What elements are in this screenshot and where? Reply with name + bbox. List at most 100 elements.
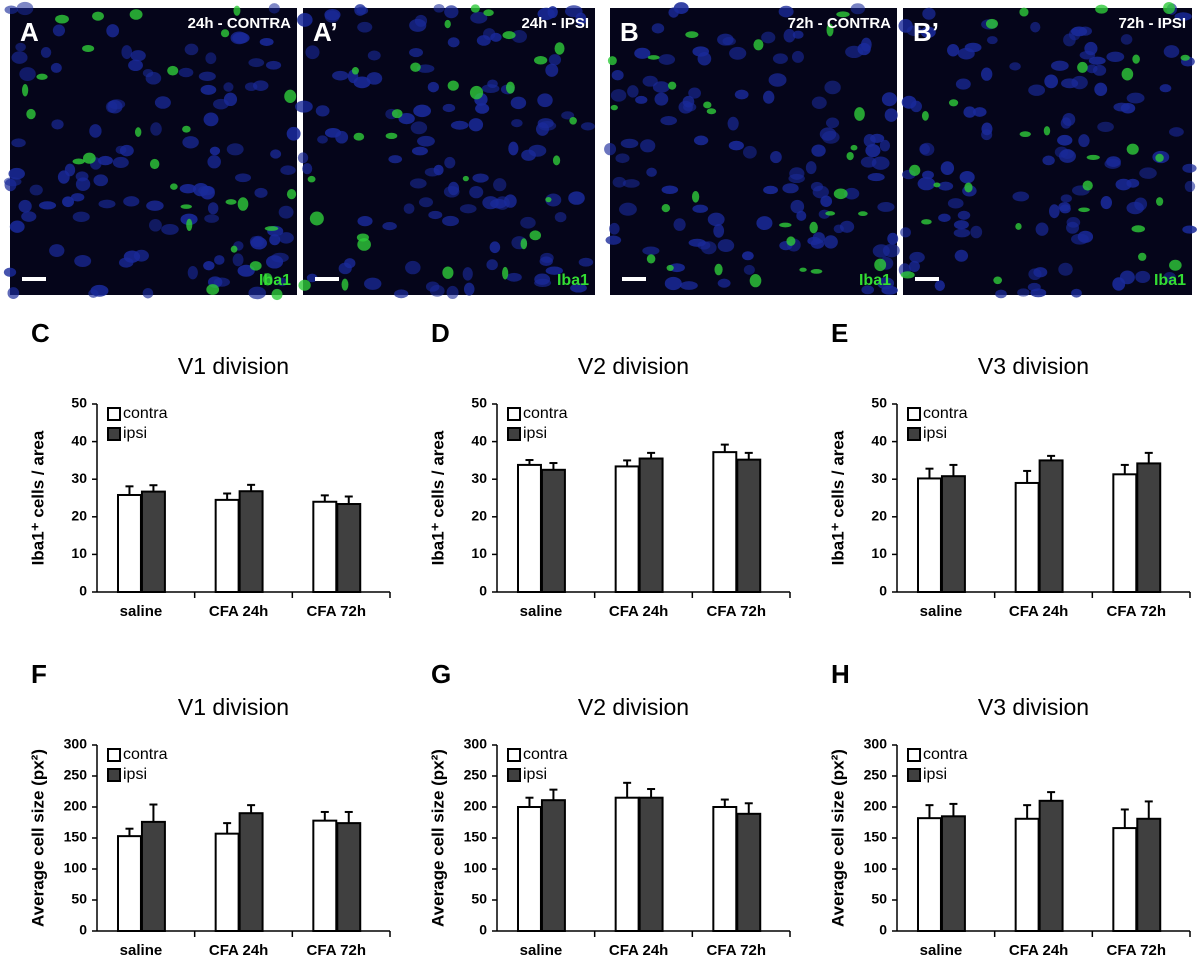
nucleus — [658, 54, 676, 65]
nucleus — [1051, 60, 1069, 71]
nucleus — [972, 107, 987, 117]
nucleus — [295, 100, 313, 113]
nucleus — [938, 181, 954, 191]
chart-title: V2 division — [578, 694, 689, 720]
nucleus — [1066, 221, 1080, 234]
condition-label: 72h - IPSI — [1118, 15, 1186, 32]
microglia — [341, 278, 349, 291]
y-tick-label: 20 — [71, 508, 87, 524]
nucleus — [315, 105, 330, 117]
microglia — [483, 9, 494, 17]
nucleus — [472, 173, 489, 183]
nucleus — [1163, 271, 1176, 283]
panel-label: B’ — [913, 17, 939, 47]
panel-label: A — [20, 17, 39, 47]
microglia — [552, 155, 561, 166]
nucleus — [1060, 194, 1072, 203]
y-tick-label: 20 — [471, 508, 487, 524]
microglia — [92, 11, 104, 21]
nucleus — [652, 81, 670, 93]
nucleus — [302, 163, 313, 175]
nucleus — [882, 243, 900, 258]
microglia — [134, 127, 142, 137]
nucleus — [1060, 148, 1075, 159]
microglia — [82, 44, 95, 53]
microglia — [948, 99, 959, 107]
nucleus — [547, 6, 558, 19]
bar-chart: C V1 division Iba1⁺ cells / area 0 10 20 30 40 5… — [28, 318, 391, 620]
condition-label: 24h - IPSI — [521, 15, 589, 32]
microglia — [1132, 54, 1140, 64]
nucleus — [545, 266, 563, 275]
nucleus — [534, 278, 552, 288]
nucleus — [142, 287, 154, 299]
nucleus — [410, 121, 428, 135]
nucleus — [692, 204, 709, 213]
nucleus — [1030, 21, 1041, 33]
bar — [712, 806, 738, 932]
micrograph: B’ 72h - IPSI Iba1 — [898, 1, 1197, 299]
y-tick-label: 50 — [871, 395, 887, 411]
microglia — [230, 245, 238, 253]
microglia — [666, 264, 674, 272]
nucleus — [232, 32, 250, 44]
nucleus — [154, 96, 171, 109]
microglia — [706, 108, 717, 115]
microglia — [180, 204, 192, 209]
y-tick-label: 200 — [464, 798, 488, 814]
nucleus — [146, 200, 164, 211]
y-tick-label: 0 — [79, 583, 87, 599]
legend-swatch — [907, 768, 921, 782]
nucleus — [772, 53, 788, 64]
nucleus — [1174, 12, 1192, 21]
bar — [336, 503, 362, 593]
nucleus — [324, 10, 340, 23]
nucleus — [627, 85, 639, 98]
legend-swatch — [507, 407, 521, 421]
y-tick-label: 150 — [64, 829, 88, 845]
nucleus — [963, 106, 976, 118]
y-tick-label: 0 — [479, 583, 487, 599]
bar-chart: F V1 division Average cell size (px²) 0 50 10… — [28, 659, 391, 959]
nucleus — [1009, 62, 1021, 71]
nucleus — [554, 212, 567, 223]
nucleus — [1100, 196, 1112, 210]
nucleus — [884, 108, 898, 122]
nucleus — [51, 119, 64, 130]
nucleus — [123, 196, 140, 207]
nucleus — [1119, 270, 1135, 285]
microglia — [1169, 259, 1182, 271]
nucleus — [214, 255, 225, 265]
nucleus — [660, 116, 678, 126]
nucleus — [248, 286, 267, 300]
x-tick-label: saline — [120, 942, 163, 959]
panel-letter: E — [831, 318, 848, 348]
x-tick-label: saline — [920, 603, 963, 620]
nucleus — [444, 156, 456, 169]
nucleus — [620, 138, 639, 149]
nucleus — [1049, 204, 1060, 219]
nucleus — [537, 93, 553, 108]
nucleus — [680, 281, 698, 290]
nucleus — [820, 195, 833, 207]
microglia — [668, 81, 677, 90]
microglia — [502, 266, 509, 280]
y-tick-label: 50 — [871, 891, 887, 907]
nucleus — [570, 283, 587, 293]
nucleus — [88, 289, 99, 298]
nucleus — [1012, 191, 1030, 202]
x-tick-label: CFA 24h — [209, 942, 268, 959]
nucleus — [790, 199, 805, 214]
nucleus — [642, 75, 658, 87]
nucleus — [812, 232, 825, 244]
legend-swatch — [107, 407, 121, 421]
y-tick-label: 250 — [864, 767, 888, 783]
y-tick-label: 200 — [64, 798, 88, 814]
microglia — [129, 9, 143, 20]
nucleus — [1159, 84, 1172, 93]
nucleus — [1115, 178, 1132, 191]
bar — [736, 458, 762, 594]
nucleus — [207, 202, 219, 215]
bar — [312, 819, 338, 933]
microglia — [351, 67, 359, 75]
